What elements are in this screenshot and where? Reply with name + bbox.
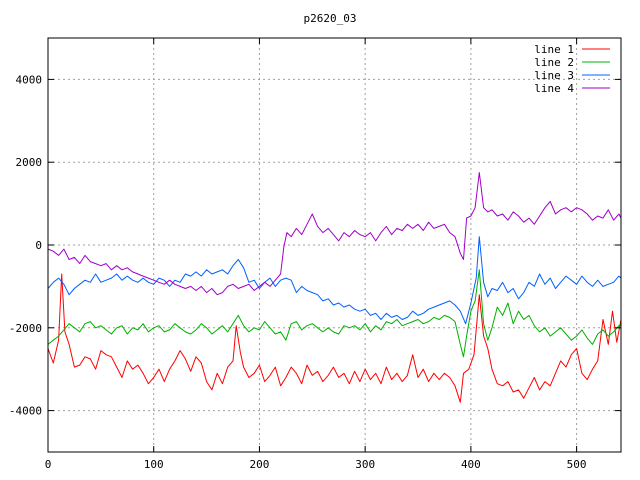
x-tick-label: 500: [567, 458, 587, 471]
y-tick-label: -4000: [9, 405, 42, 418]
legend-label-4: line 4: [534, 82, 574, 95]
y-tick-label: -2000: [9, 322, 42, 335]
legend-label-3: line 3: [534, 69, 574, 82]
y-tick-label: 2000: [16, 156, 43, 169]
chart-title: p2620_03: [304, 12, 357, 25]
series-line-4: [47, 172, 622, 296]
x-tick-label: 200: [250, 458, 270, 471]
series-line-1: [47, 273, 622, 403]
x-tick-label: 100: [144, 458, 164, 471]
axis-ticks: 0 100 200 300 400 500 -4000 -2000 0 2000 4000: [9, 38, 621, 471]
y-tick-label: 0: [35, 239, 42, 252]
x-tick-label: 400: [461, 458, 481, 471]
series-line-2: [47, 269, 622, 358]
grid: [48, 38, 621, 452]
y-tick-label: 4000: [16, 73, 43, 86]
legend-label-1: line 1: [534, 43, 574, 56]
x-tick-label: 0: [45, 458, 52, 471]
series-line-3: [47, 236, 622, 325]
series-group: [47, 172, 622, 403]
legend-label-2: line 2: [534, 56, 574, 69]
x-tick-label: 300: [355, 458, 375, 471]
